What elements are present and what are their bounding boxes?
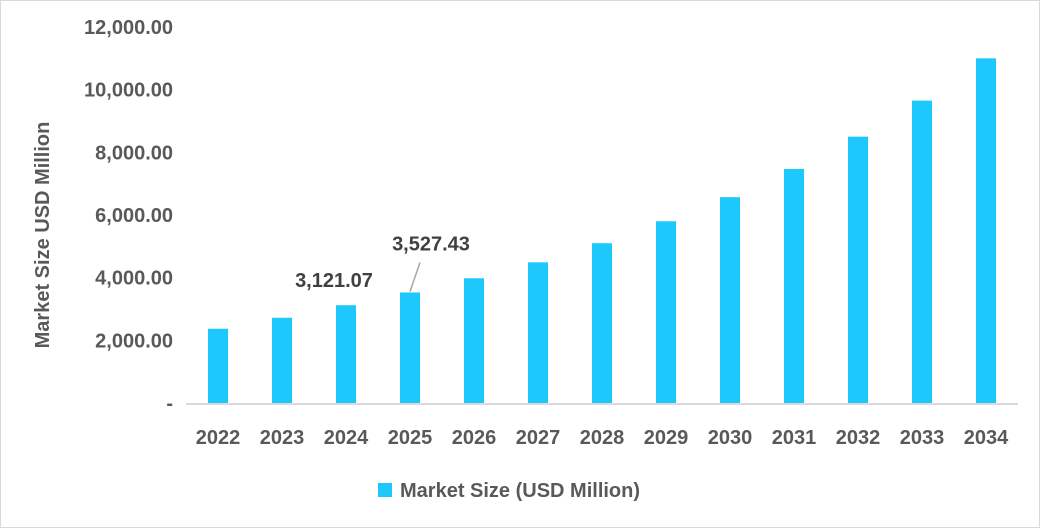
x-tick-label: 2031 (772, 427, 817, 449)
y-tick-label: 12,000.00 (84, 17, 173, 39)
bar-2031 (784, 168, 804, 403)
x-tick-label: 2026 (452, 427, 497, 449)
bar-2034 (976, 58, 996, 403)
data-label: 3,121.07 (295, 270, 373, 292)
y-tick-label: - (166, 393, 173, 415)
x-tick-label: 2027 (516, 427, 561, 449)
bar-2027 (528, 262, 548, 403)
bar-2025 (400, 292, 420, 403)
x-tick-label: 2022 (196, 427, 241, 449)
x-tick-label: 2030 (708, 427, 753, 449)
legend-label: Market Size (USD Million) (400, 480, 640, 502)
y-tick-label: 2,000.00 (95, 330, 173, 352)
x-tick-label: 2024 (324, 427, 369, 449)
legend-swatch (378, 483, 392, 497)
x-tick-label: 2034 (964, 427, 1009, 449)
bar-2028 (592, 243, 612, 403)
bar-2026 (464, 278, 484, 403)
y-tick-label: 8,000.00 (95, 142, 173, 164)
bar-2023 (272, 317, 292, 403)
x-tick-label: 2028 (580, 427, 625, 449)
y-tick-label: 4,000.00 (95, 268, 173, 290)
bar-2029 (656, 221, 676, 403)
x-tick-label: 2025 (388, 427, 433, 449)
y-axis-label: Market Size USD Million (32, 122, 54, 349)
bar-2022 (208, 328, 228, 403)
bar-2032 (848, 136, 868, 403)
x-tick-label: 2033 (900, 427, 945, 449)
y-tick-label: 6,000.00 (95, 205, 173, 227)
y-tick-label: 10,000.00 (84, 80, 173, 102)
data-label-leader-line (409, 262, 421, 292)
bar-2030 (720, 197, 740, 403)
x-tick-label: 2023 (260, 427, 305, 449)
data-label: 3,527.43 (392, 233, 470, 255)
x-tick-label: 2032 (836, 427, 881, 449)
x-tick-label: 2029 (644, 427, 689, 449)
bar-2033 (912, 100, 932, 403)
bar-2024 (336, 305, 356, 403)
